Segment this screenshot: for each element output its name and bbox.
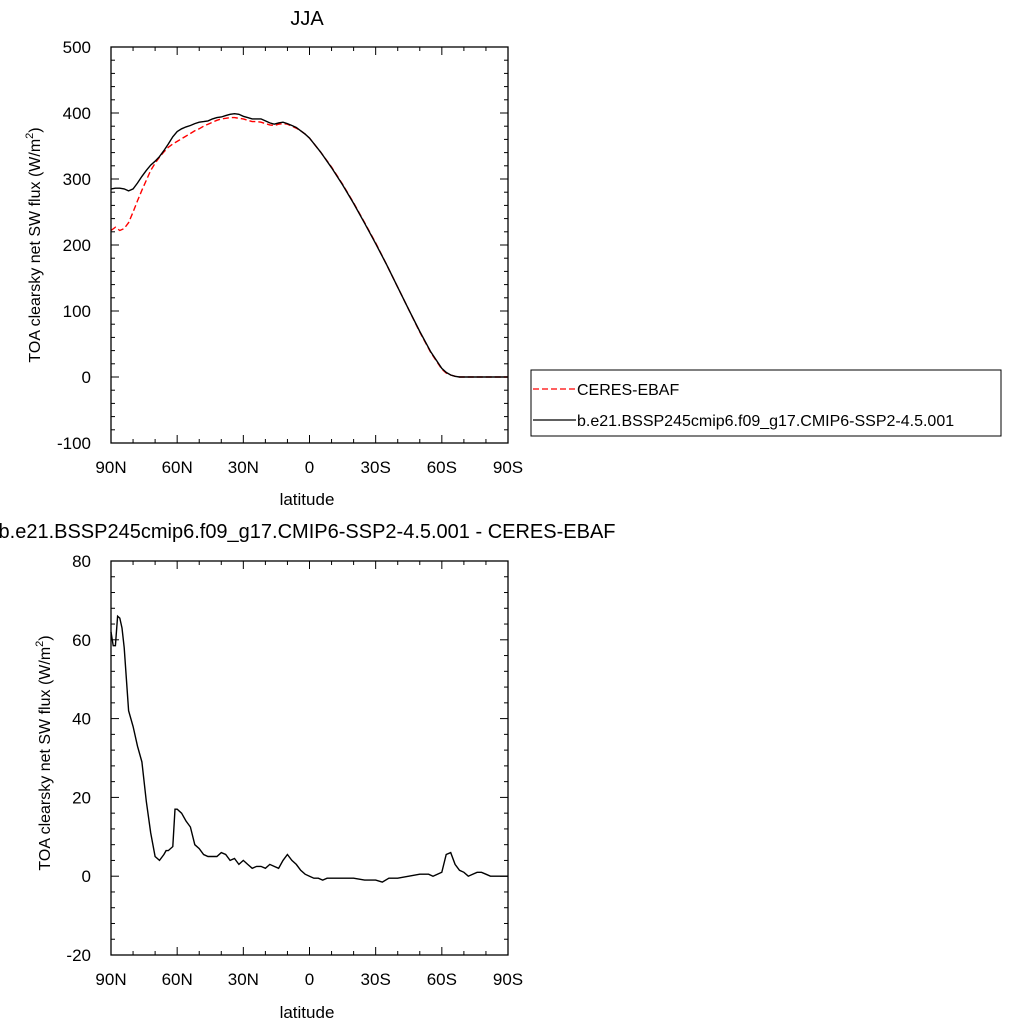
chart1-y-tick-label: 400	[63, 104, 91, 123]
legend-label-model: b.e21.BSSP245cmip6.f09_g17.CMIP6-SSP2-4.…	[577, 413, 954, 430]
chart1-legend: CERES-EBAF b.e21.BSSP245cmip6.f09_g17.CM…	[530, 369, 1002, 437]
chart1-frame	[110, 46, 509, 444]
legend-box	[530, 369, 1002, 437]
chart1-y-tick-label: 500	[63, 38, 91, 57]
chart1-y-tick-label: 200	[63, 236, 91, 255]
chart1-x-tick-label: 30N	[228, 458, 259, 477]
chart1-x-tick-label: 60S	[427, 458, 457, 477]
chart2-y-tick-label: 20	[72, 788, 91, 807]
chart1-series-line-0	[110, 116, 508, 378]
chart1-y-axis-label: TOA clearsky net SW flux (W/m2)	[24, 127, 44, 362]
chart2-y-tick-label: 0	[82, 867, 91, 886]
chart2-x-tick-label: 90N	[95, 970, 126, 989]
chart1-series-line-1	[110, 112, 508, 378]
chart2-x-tick-label: 90S	[493, 970, 523, 989]
chart1-plot: 90N 60N 30N 0 30S 60S 90S -100 0 100 200 300 400 500	[57, 38, 523, 477]
chart2-y-tick-label: -20	[66, 946, 91, 965]
chart2-series-line-0	[110, 614, 508, 883]
legend-label-ceres: CERES-EBAF	[577, 382, 679, 399]
chart1-y-tick-label: -100	[57, 434, 91, 453]
chart2-y-tick-label: 60	[72, 631, 91, 650]
chart2-y-axis-label: TOA clearsky net SW flux (W/m2)	[34, 635, 54, 870]
chart1-x-tick-label: 30S	[361, 458, 391, 477]
chart2-x-tick-label: 60S	[427, 970, 457, 989]
chart2-x-tick-label: 60N	[162, 970, 193, 989]
chart1-x-tick-label: 60N	[162, 458, 193, 477]
chart1-x-axis-label: latitude	[280, 490, 335, 509]
chart1-y-tick-label: 0	[82, 368, 91, 387]
chart2-x-tick-label: 30N	[228, 970, 259, 989]
chart2-y-tick-label: 40	[72, 710, 91, 729]
chart2-x-tick-label: 0	[305, 970, 314, 989]
chart2-frame	[110, 560, 509, 956]
chart1-x-tick-label: 90S	[493, 458, 523, 477]
chart1-y-tick-label: 300	[63, 170, 91, 189]
chart2-plot: 90N 60N 30N 0 30S 60S 90S -20 0 20 40 60 80	[66, 552, 523, 989]
chart2-x-tick-label: 30S	[361, 970, 391, 989]
chart1-x-tick-label: 90N	[95, 458, 126, 477]
chart1-title: JJA	[290, 8, 324, 30]
chart1-y-tick-label: 100	[63, 302, 91, 321]
chart2-y-tick-label: 80	[72, 552, 91, 571]
chart2-x-axis-label: latitude	[280, 1003, 335, 1022]
chart1-x-tick-label: 0	[305, 458, 314, 477]
chart2-title: b.e21.BSSP245cmip6.f09_g17.CMIP6-SSP2-4.…	[0, 521, 615, 543]
